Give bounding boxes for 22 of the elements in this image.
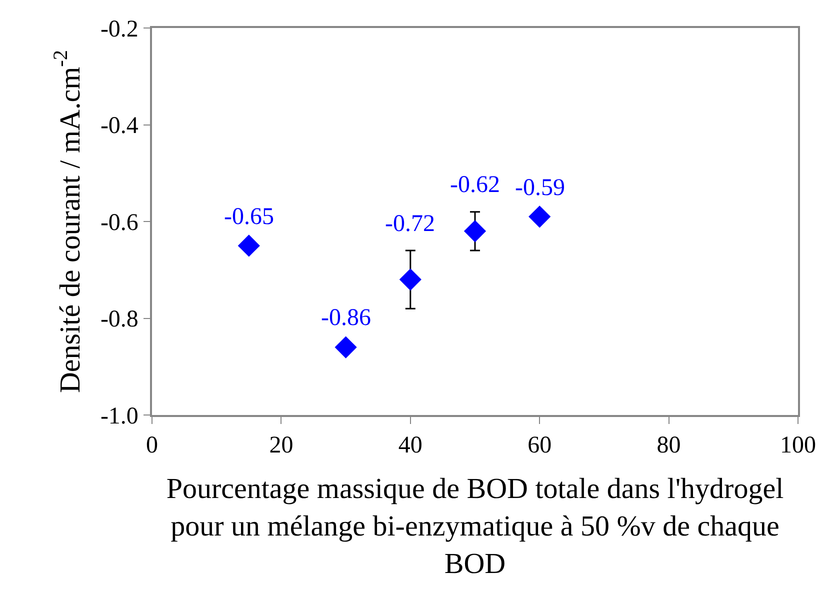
- point: [399, 268, 422, 291]
- point: [528, 206, 551, 228]
- point: [238, 234, 260, 257]
- y-tick-label: -1.0: [100, 403, 138, 430]
- y-tick-label: -0.2: [100, 16, 138, 42]
- x-tick-label: 20: [269, 432, 294, 459]
- point: [464, 220, 486, 242]
- x-tick-label: 60: [528, 432, 552, 459]
- x-tick-label: 100: [780, 432, 816, 459]
- point: [334, 336, 357, 358]
- x-tick-label: 80: [656, 432, 681, 459]
- y-tick-label: -0.8: [100, 306, 138, 333]
- x-tick-label: 0: [146, 432, 158, 459]
- data-label: -0.62: [450, 172, 500, 198]
- y-tick-label: -0.6: [100, 210, 138, 236]
- x-axis-title: Pourcentage massique de BOD totale dans l'hydrogel pour un mélange bi-enzymatique à 50 %v de chaque BOD: [166, 472, 784, 580]
- y-tick-label: -0.4: [100, 113, 138, 140]
- data-label: -0.59: [515, 175, 565, 201]
- data-label: -0.65: [224, 204, 274, 230]
- x-tick-label: 40: [398, 432, 422, 459]
- data-label: -0.72: [385, 211, 435, 237]
- data-label: -0.86: [321, 305, 371, 331]
